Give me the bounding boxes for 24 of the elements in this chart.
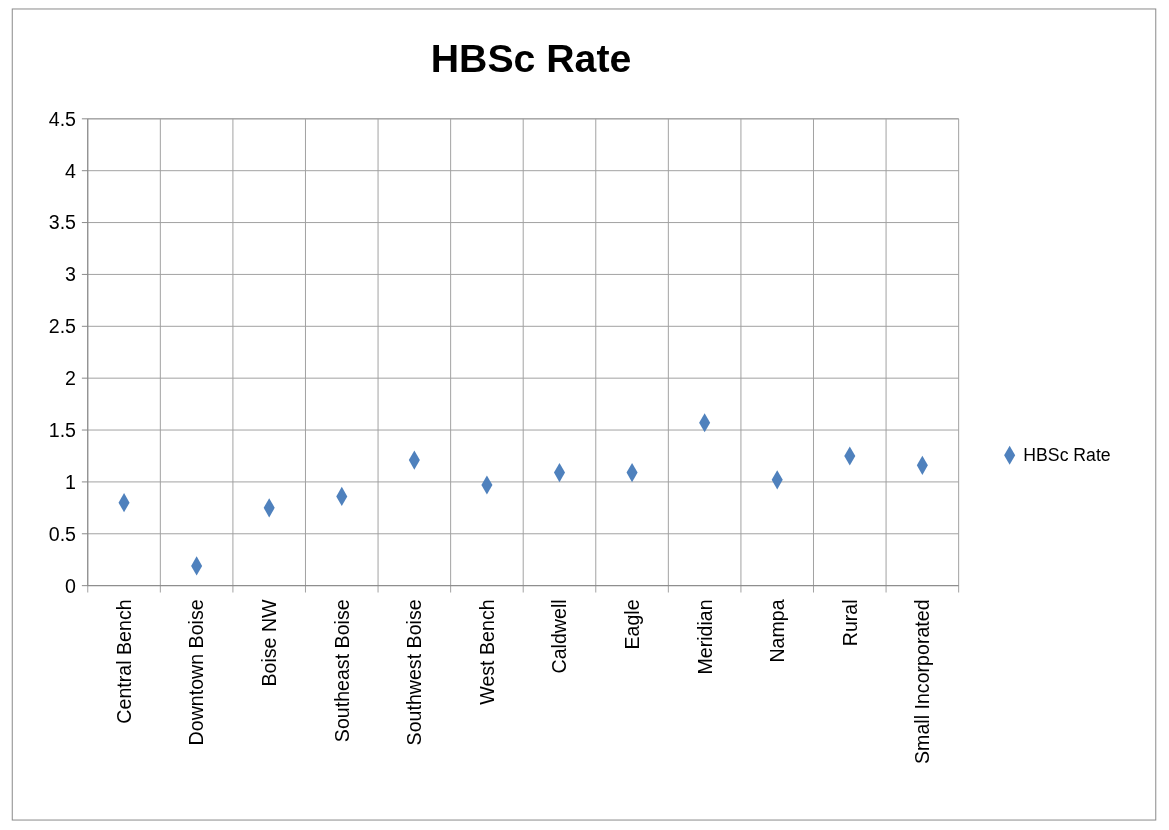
y-tick-label: 2.5 [48, 315, 77, 338]
x-tick-label: Boise NW [258, 598, 281, 687]
y-tick-label: 1.5 [48, 418, 77, 441]
x-tick-label: Central Bench [112, 599, 135, 724]
y-tick-label: 4 [65, 159, 77, 182]
y-tick-label: 3.5 [48, 211, 77, 234]
x-tick-label: Southwest Boise [403, 599, 426, 746]
y-tick-label: 4.5 [48, 107, 77, 130]
x-tick-label: West Bench [475, 599, 498, 705]
x-tick-label: Small Incorporated [911, 599, 934, 764]
x-tick-label: Meridian [693, 599, 716, 675]
x-tick-label: Eagle [620, 599, 643, 650]
y-tick-label: 2 [65, 367, 76, 390]
y-tick-label: 3 [65, 263, 77, 286]
y-tick-label: 0.5 [48, 522, 77, 545]
x-tick-label: Nampa [766, 599, 789, 663]
y-tick-label: 1 [65, 470, 76, 493]
x-tick-label: Downtown Boise [185, 599, 208, 746]
chart-title: HBSc Rate [430, 35, 632, 80]
x-tick-label: Caldwell [548, 599, 571, 674]
legend-label: HBSc Rate [1023, 445, 1111, 466]
x-tick-label: Rural [838, 599, 861, 647]
y-tick-label: 0 [65, 574, 77, 597]
x-tick-label: Southeast Boise [330, 599, 353, 743]
